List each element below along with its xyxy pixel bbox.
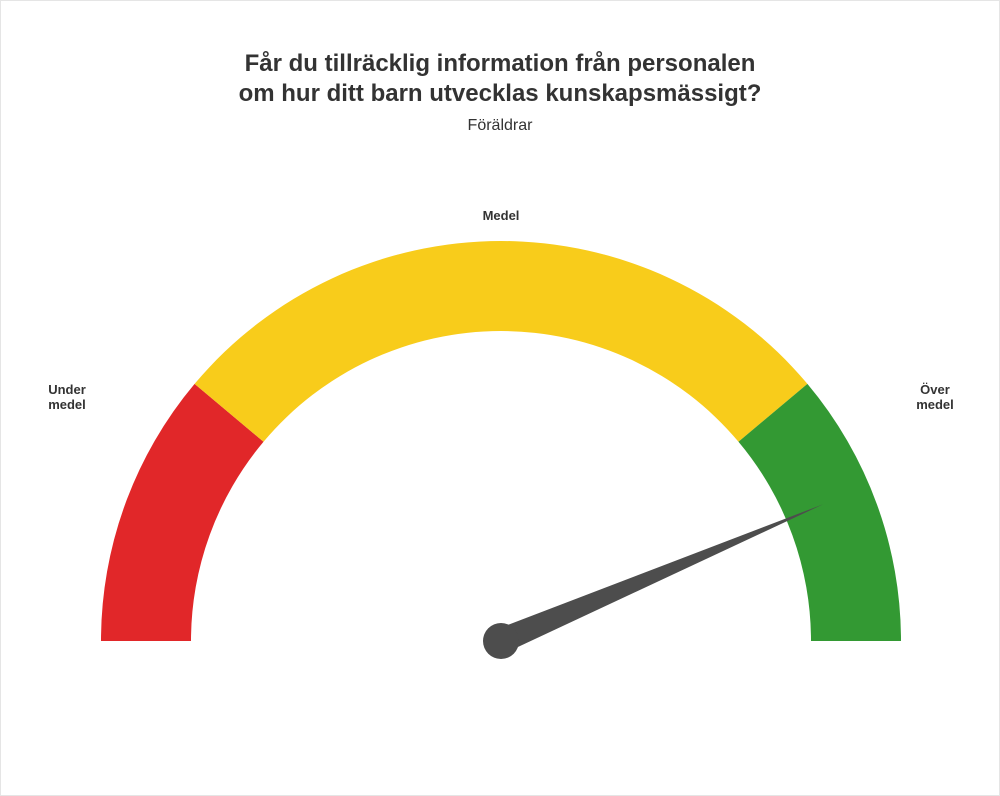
gauge-segment-2	[738, 384, 901, 641]
gauge-container	[1, 1, 999, 701]
gauge-segment-1	[195, 241, 808, 442]
gauge-label-1: Medel	[451, 209, 551, 224]
gauge-label-2: Över medel	[885, 383, 985, 413]
gauge-chart	[1, 1, 1000, 701]
gauge-needle-hub	[483, 623, 519, 659]
gauge-needle	[496, 504, 823, 652]
chart-frame: Får du tillräcklig information från pers…	[0, 0, 1000, 796]
gauge-segment-0	[101, 384, 264, 641]
gauge-label-0: Under medel	[17, 383, 117, 413]
